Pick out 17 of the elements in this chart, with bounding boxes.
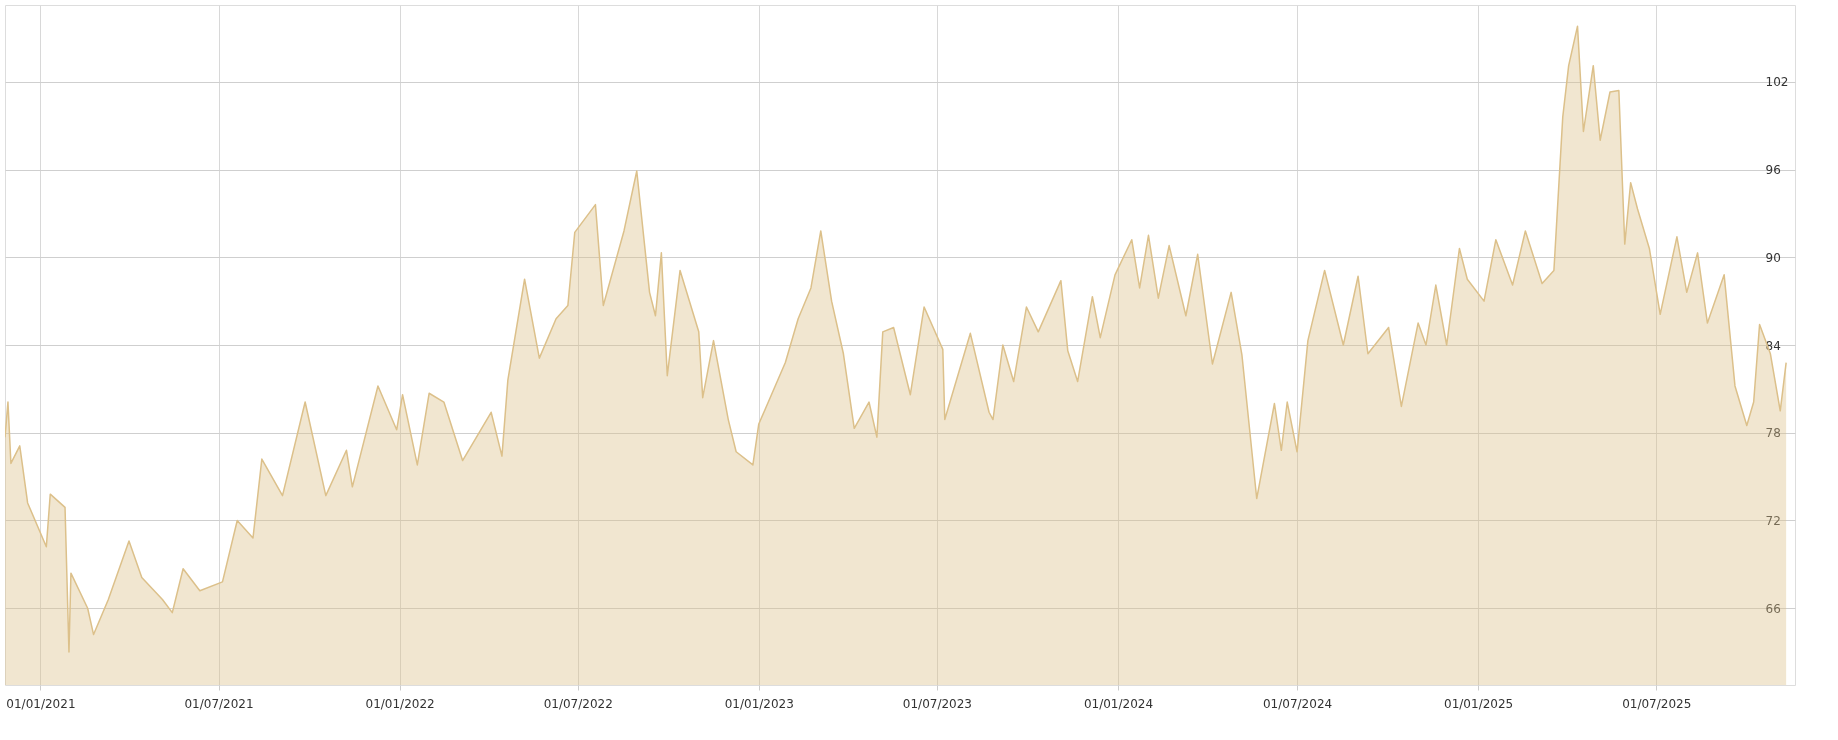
y-tick-label: 102 <box>1765 75 1789 90</box>
x-tick-label: 01/07/2022 <box>543 696 613 711</box>
y-tick-label: 66 <box>1765 601 1781 616</box>
y-tick-label: 90 <box>1765 250 1781 265</box>
y-tick-label: 72 <box>1765 513 1781 528</box>
x-tick-label: 01/07/2024 <box>1262 696 1333 711</box>
x-tick-label: 01/01/2024 <box>1083 696 1154 711</box>
x-tick-label: 01/01/2022 <box>365 696 435 711</box>
y-tick-label: 78 <box>1765 426 1781 441</box>
x-tick-label: 01/07/2023 <box>902 696 972 711</box>
x-tick-label: 01/01/2021 <box>6 696 76 711</box>
y-tick-label: 96 <box>1765 163 1781 178</box>
y-tick-label: 84 <box>1765 338 1781 353</box>
x-tick-label: 01/01/2025 <box>1444 696 1514 711</box>
x-tick-label: 01/07/2021 <box>184 696 254 711</box>
x-tick-label: 01/07/2025 <box>1622 696 1692 711</box>
x-tick-label: 01/01/2023 <box>724 696 794 711</box>
